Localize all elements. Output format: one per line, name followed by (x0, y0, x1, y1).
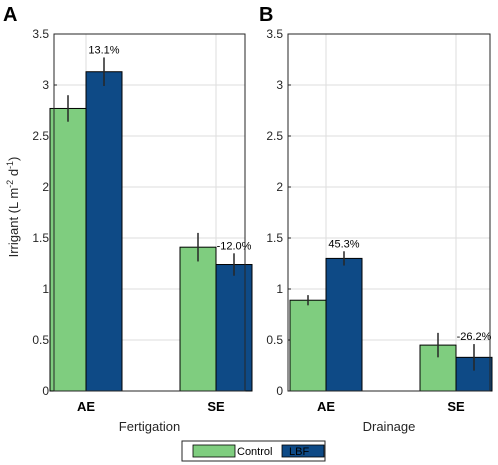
y-tick-label: 3.5 (266, 27, 283, 41)
y-tick-label: 0.5 (32, 333, 49, 347)
legend-swatch-control (192, 444, 236, 458)
bar-lbf-ae (85, 71, 123, 392)
axes-box (53, 33, 246, 392)
y-tick-label: 3 (276, 78, 283, 92)
bar-control-ae (49, 107, 87, 392)
y-tick-label: 1.5 (32, 231, 49, 245)
y-tick-label: 3.5 (32, 27, 49, 41)
x-category-label: AE (317, 399, 335, 414)
panel-letter-a: A (3, 4, 17, 26)
legend-label-control: Control (237, 446, 272, 458)
y-tick-label: 1 (42, 282, 49, 296)
axes-box (287, 33, 491, 392)
bar-lbf-se (215, 264, 253, 392)
x-axis-label: Drainage (363, 419, 416, 434)
panel-letter-b: B (259, 4, 273, 26)
y-tick-label: 0 (276, 384, 283, 398)
y-tick-label: 3 (42, 78, 49, 92)
legend: Control LBF (181, 440, 326, 462)
annotation-label: -12.0% (217, 240, 252, 252)
y-tick-label: 1 (276, 282, 283, 296)
x-category-label: SE (447, 399, 465, 414)
x-category-label: AE (77, 399, 95, 414)
legend-swatch-lbf (281, 444, 325, 458)
y-tick-label: 0.5 (266, 333, 283, 347)
y-tick-label: 0 (42, 384, 49, 398)
y-tick-label: 2 (42, 180, 49, 194)
x-category-label: SE (207, 399, 225, 414)
x-axis-label: Fertigation (119, 419, 180, 434)
panel-a-chart: 0 0.5 1 1.5 2 2.5 3 3.5 AE SE 13.1% -12.0% Fertigati… (32, 27, 253, 434)
bar-control-se (179, 246, 217, 392)
bar-control-ae (289, 299, 327, 392)
panel-b-chart: 0 0.5 1 1.5 2 2.5 3 3.5 AE SE 45.3% -26.2% Drainage (266, 27, 493, 434)
y-axis-label: Irrigant (L m-2 d-1) (5, 157, 21, 258)
legend-label-lbf: LBF (289, 446, 309, 458)
annotation-label: 13.1% (88, 44, 119, 56)
bar-lbf-ae (325, 257, 363, 392)
y-tick-label: 1.5 (266, 231, 283, 245)
annotation-label: -26.2% (457, 331, 492, 343)
annotation-label: 45.3% (328, 238, 359, 250)
y-tick-label: 2 (276, 180, 283, 194)
y-tick-label: 2.5 (32, 129, 49, 143)
y-tick-label: 2.5 (266, 129, 283, 143)
